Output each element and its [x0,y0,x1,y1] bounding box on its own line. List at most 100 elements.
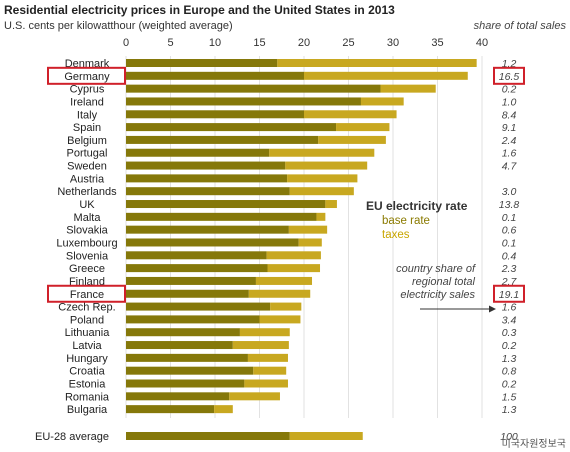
bar-base-rate [126,392,230,401]
category-label: Malta [74,212,102,224]
share-value: 2.3 [501,263,517,275]
share-value: 9.1 [502,122,517,134]
bar-base-rate [126,212,317,221]
bar-base-rate [126,302,271,311]
highlight-box-category [47,66,126,85]
bar-taxes [336,123,390,132]
bar-base-rate [126,148,270,157]
share-value: 8.4 [502,109,517,121]
bar-taxes [259,315,301,324]
category-label: Italy [77,109,98,121]
share-value: 1.3 [502,353,517,365]
highlight-box-share [493,66,525,85]
bar-taxes [247,353,288,362]
category-label: Latvia [72,340,102,352]
annotation: country share of regional total electric… [396,263,496,313]
share-value: 19.1 [499,289,519,301]
bar-base-rate [126,264,268,273]
annotation-arrow-head [489,305,496,313]
category-label: Estonia [69,379,107,391]
highlight-boxes [47,66,525,303]
bar-taxes [287,174,358,183]
share-value: 3.4 [502,314,517,326]
highlight-box-share [493,284,525,303]
chart-title: Residential electricity prices in Europe… [4,3,395,17]
bar-taxes [232,341,289,350]
bar-taxes [289,432,363,440]
share-value: 0.3 [502,327,517,339]
x-tick-label: 20 [298,37,310,49]
share-value: 0.8 [502,366,517,378]
bar-taxes [316,212,326,221]
category-label: Luxembourg [56,237,117,249]
chart-subtitle: U.S. cents per kilowatthour (weighted av… [4,20,233,32]
bar-base-rate [126,161,286,170]
bar-base-rate [126,135,319,144]
share-values: 1.216.50.21.08.49.12.41.64.73.013.80.10.… [499,58,520,443]
bar-base-rate [126,405,215,414]
bar-taxes [380,84,436,93]
share-value: 0.2 [502,84,517,96]
bar-base-rate [126,276,256,285]
share-value: 1.3 [502,404,517,416]
bar-taxes [298,238,322,247]
category-label: Bulgaria [67,404,108,416]
category-label: Romania [65,391,110,403]
x-tick-label: 30 [387,37,399,49]
bar-base-rate [126,225,289,234]
bar-taxes [269,148,375,157]
bar-base-rate [126,174,288,183]
bar-taxes [267,264,321,273]
category-label: France [70,289,104,301]
bar-base-rate [126,59,278,67]
bar-taxes [266,251,321,260]
category-label: Lithuania [65,327,111,339]
x-tick-label: 40 [476,37,488,49]
category-label: Croatia [69,366,105,378]
x-tick-label: 5 [167,37,173,49]
category-label: Slovenia [66,250,109,262]
share-value: 1.0 [502,96,517,108]
category-label: Czech Rep. [58,302,115,314]
bar-base-rate [126,71,304,80]
category-label: Belgium [67,135,107,147]
share-value: 0.2 [502,379,517,391]
bar-taxes [304,110,397,119]
annotation-line-1: country share of [396,263,476,275]
bar-base-rate [126,353,248,362]
bar-base-rate [126,366,254,375]
share-value: 13.8 [499,199,520,211]
bar-taxes [239,328,290,337]
bar-base-rate [126,341,233,350]
share-value: 0.1 [502,212,517,224]
category-label: Ireland [70,96,104,108]
share-value: 4.7 [502,161,518,173]
category-label: Germany [64,71,110,83]
category-label: Slovakia [66,225,108,237]
category-label: Cyprus [70,84,105,96]
category-label: Austria [70,173,105,185]
bar-base-rate [126,110,304,119]
bar-base-rate [126,289,249,298]
share-value: 16.5 [499,71,520,83]
category-label: Hungary [66,353,108,365]
share-value: 0.4 [502,250,517,262]
share-value: 0.1 [502,237,517,249]
bar-taxes [253,366,287,375]
x-tick-label: 10 [209,37,221,49]
share-value: 0.2 [502,340,517,352]
bar-base-rate [126,200,326,209]
category-label: Netherlands [57,186,117,198]
bar-base-rate [126,123,337,132]
annotation-line-2: regional total [412,276,476,288]
x-tick-label: 35 [431,37,443,49]
highlight-box-category [47,284,126,303]
category-label: Spain [73,122,101,134]
share-header: share of total sales [474,20,567,32]
x-tick-label: 25 [342,37,354,49]
bar-base-rate [126,315,260,324]
x-tick-label: 15 [253,37,265,49]
bar-base-rate [126,238,299,247]
bar-base-rate [126,187,290,196]
